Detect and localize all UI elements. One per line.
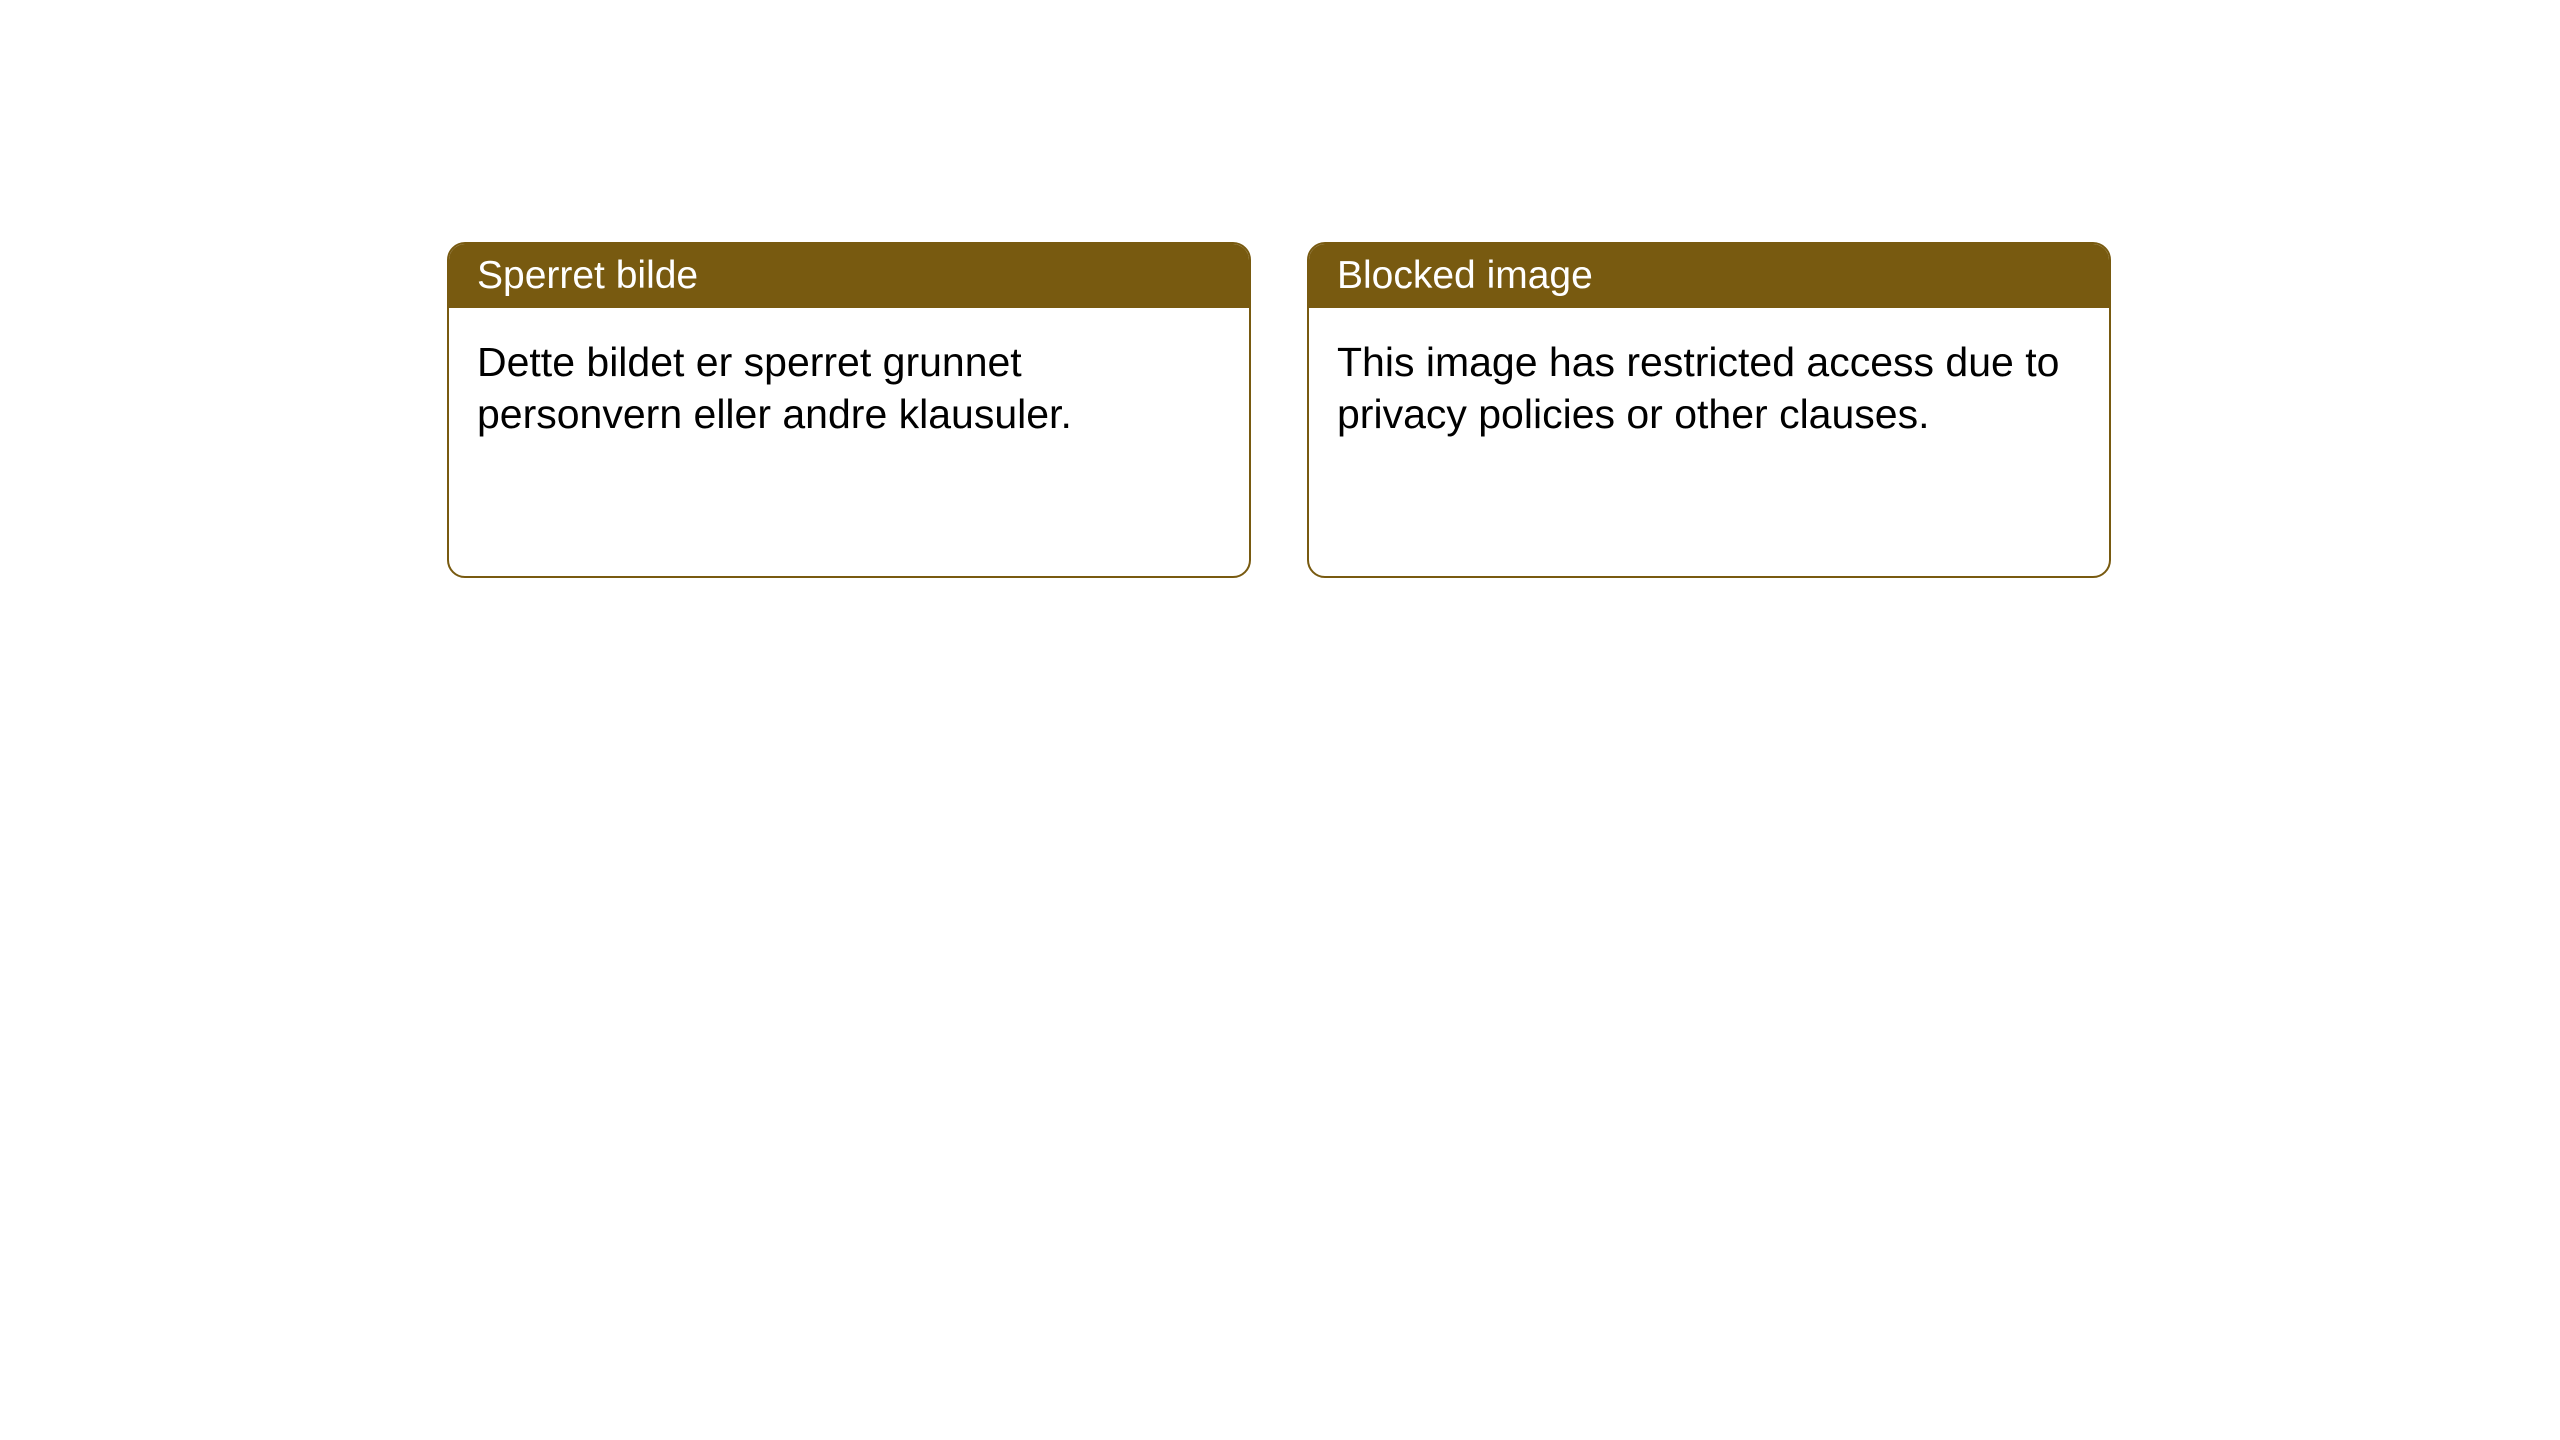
card-header-no: Sperret bilde <box>449 244 1249 308</box>
card-body-en: This image has restricted access due to … <box>1309 308 2109 469</box>
card-header-en: Blocked image <box>1309 244 2109 308</box>
notice-container: Sperret bilde Dette bildet er sperret gr… <box>447 242 2111 578</box>
blocked-image-card-en: Blocked image This image has restricted … <box>1307 242 2111 578</box>
blocked-image-card-no: Sperret bilde Dette bildet er sperret gr… <box>447 242 1251 578</box>
card-body-no: Dette bildet er sperret grunnet personve… <box>449 308 1249 469</box>
